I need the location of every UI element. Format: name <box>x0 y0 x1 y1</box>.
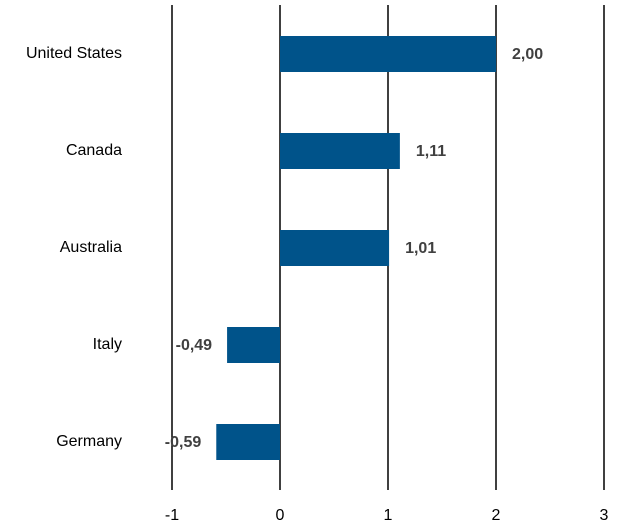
bar <box>227 327 280 363</box>
x-tick-label: 0 <box>276 507 285 524</box>
y-tick-label: Germany <box>56 433 122 450</box>
y-tick-label: Italy <box>93 336 122 353</box>
data-label: -0,49 <box>176 337 213 354</box>
data-label: -0,59 <box>165 434 202 451</box>
y-tick-label: Australia <box>60 239 122 256</box>
bar <box>280 36 496 72</box>
bar <box>216 424 280 460</box>
y-tick-label: United States <box>26 45 122 62</box>
bar <box>280 133 400 169</box>
x-tick-label: 3 <box>600 507 609 524</box>
bar <box>280 230 390 266</box>
x-tick-label: 2 <box>492 507 501 524</box>
data-label: 1,11 <box>416 143 446 160</box>
data-label: 2,00 <box>512 46 543 63</box>
data-label: 1,01 <box>405 240 436 257</box>
x-tick-label: 1 <box>384 507 393 524</box>
x-tick-label: -1 <box>165 507 179 524</box>
y-tick-label: Canada <box>66 142 122 159</box>
